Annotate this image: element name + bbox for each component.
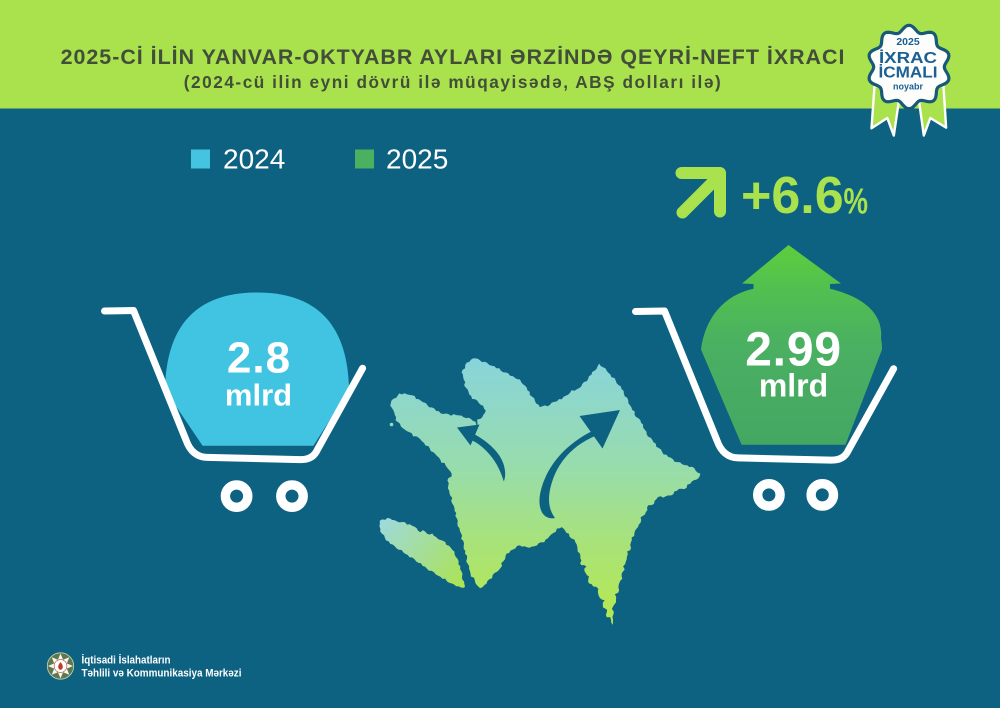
svg-text:mlrd: mlrd	[225, 378, 292, 413]
svg-text:+6.6: +6.6	[741, 167, 844, 225]
svg-text:2025: 2025	[386, 144, 448, 175]
svg-text:noyabr: noyabr	[893, 82, 924, 92]
svg-text:2025: 2025	[896, 36, 920, 48]
svg-text:2024: 2024	[223, 144, 285, 175]
svg-text:(2024-cü ilin eyni dövrü ilə m: (2024-cü ilin eyni dövrü ilə müqayisədə,…	[184, 72, 723, 92]
svg-text:İqtisadi İslahatların: İqtisadi İslahatların	[82, 654, 171, 667]
svg-text:Təhlili və Kommunikasiya Mərkə: Təhlili və Kommunikasiya Mərkəzi	[82, 668, 242, 680]
svg-text:mlrd: mlrd	[759, 368, 828, 404]
svg-text:İCMALI: İCMALI	[879, 64, 938, 82]
svg-text:İXRAC: İXRAC	[879, 49, 938, 67]
svg-text:2025-Cİ İLİN YANVAR-OKTYABR AY: 2025-Cİ İLİN YANVAR-OKTYABR AYLARI ƏRZİN…	[61, 45, 846, 69]
svg-text:2.99: 2.99	[745, 324, 842, 377]
svg-text:%: %	[844, 181, 869, 222]
svg-text:2.8: 2.8	[227, 334, 291, 383]
